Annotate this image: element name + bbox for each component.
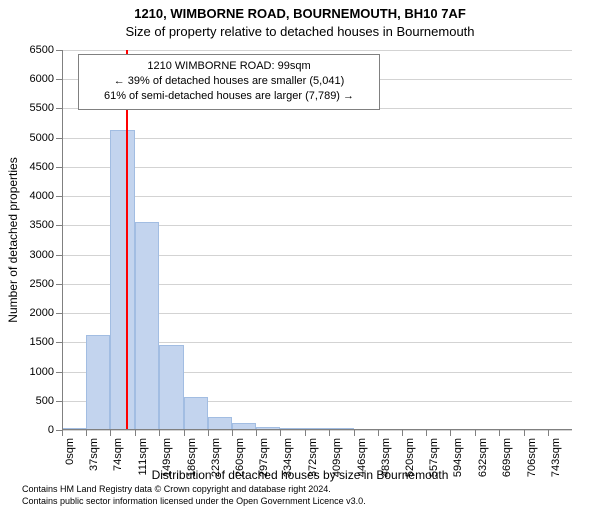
x-tick	[232, 430, 233, 436]
chart-container: 1210, WIMBORNE ROAD, BOURNEMOUTH, BH10 7…	[0, 0, 600, 500]
y-tick-label: 500	[36, 395, 54, 407]
histogram-bar	[184, 397, 208, 430]
x-tick	[62, 430, 63, 436]
x-tick	[354, 430, 355, 436]
x-tick	[524, 430, 525, 436]
y-tick-label: 3000	[30, 249, 54, 261]
x-tick	[548, 430, 549, 436]
x-tick	[499, 430, 500, 436]
annotation-box: 1210 WIMBORNE ROAD: 99sqm ← 39% of detac…	[78, 54, 380, 110]
y-tick-label: 4500	[30, 161, 54, 173]
x-tick	[280, 430, 281, 436]
gridline	[62, 167, 572, 168]
x-tick	[110, 430, 111, 436]
x-tick	[378, 430, 379, 436]
x-tick	[329, 430, 330, 436]
x-tick	[475, 430, 476, 436]
footnote-line-1: Contains HM Land Registry data © Crown c…	[22, 484, 590, 496]
y-tick-label: 2500	[30, 278, 54, 290]
x-tick	[450, 430, 451, 436]
footnote-line-2: Contains public sector information licen…	[22, 496, 590, 507]
x-tick	[135, 430, 136, 436]
gridline	[62, 196, 572, 197]
x-tick	[426, 430, 427, 436]
y-tick-label: 4000	[30, 190, 54, 202]
x-axis-line	[62, 429, 572, 430]
x-tick	[402, 430, 403, 436]
histogram-bar	[135, 222, 160, 430]
gridline	[62, 430, 572, 431]
y-tick-label: 1000	[30, 366, 54, 378]
annotation-line-1: 1210 WIMBORNE ROAD: 99sqm	[87, 59, 371, 74]
x-tick-label: 74sqm	[112, 438, 124, 471]
x-axis-label: Distribution of detached houses by size …	[0, 468, 600, 482]
x-tick-label: 0sqm	[64, 438, 76, 465]
y-tick-label: 2000	[30, 307, 54, 319]
annotation-line-3: 61% of semi-detached houses are larger (…	[87, 89, 371, 104]
x-tick	[159, 430, 160, 436]
histogram-bar	[159, 345, 183, 430]
y-tick-label: 6500	[30, 44, 54, 56]
x-tick-label: 37sqm	[88, 438, 100, 471]
y-tick-label: 1500	[30, 336, 54, 348]
x-tick	[184, 430, 185, 436]
x-tick	[208, 430, 209, 436]
y-tick-label: 5000	[30, 132, 54, 144]
chart-title: 1210, WIMBORNE ROAD, BOURNEMOUTH, BH10 7…	[0, 6, 600, 21]
x-tick	[86, 430, 87, 436]
histogram-bar	[86, 335, 110, 430]
y-axis-line	[62, 50, 63, 430]
y-axis-label: Number of detached properties	[6, 50, 22, 430]
chart-subtitle: Size of property relative to detached ho…	[0, 24, 600, 39]
gridline	[62, 50, 572, 51]
histogram-bar	[110, 130, 134, 430]
footnote: Contains HM Land Registry data © Crown c…	[22, 484, 590, 507]
y-tick-label: 5500	[30, 102, 54, 114]
annotation-line-2: ← 39% of detached houses are smaller (5,…	[87, 74, 371, 89]
y-tick-label: 0	[48, 424, 54, 436]
y-tick-label: 3500	[30, 219, 54, 231]
histogram-bar	[208, 417, 232, 430]
gridline	[62, 138, 572, 139]
x-tick	[305, 430, 306, 436]
y-tick-label: 6000	[30, 73, 54, 85]
x-tick	[256, 430, 257, 436]
